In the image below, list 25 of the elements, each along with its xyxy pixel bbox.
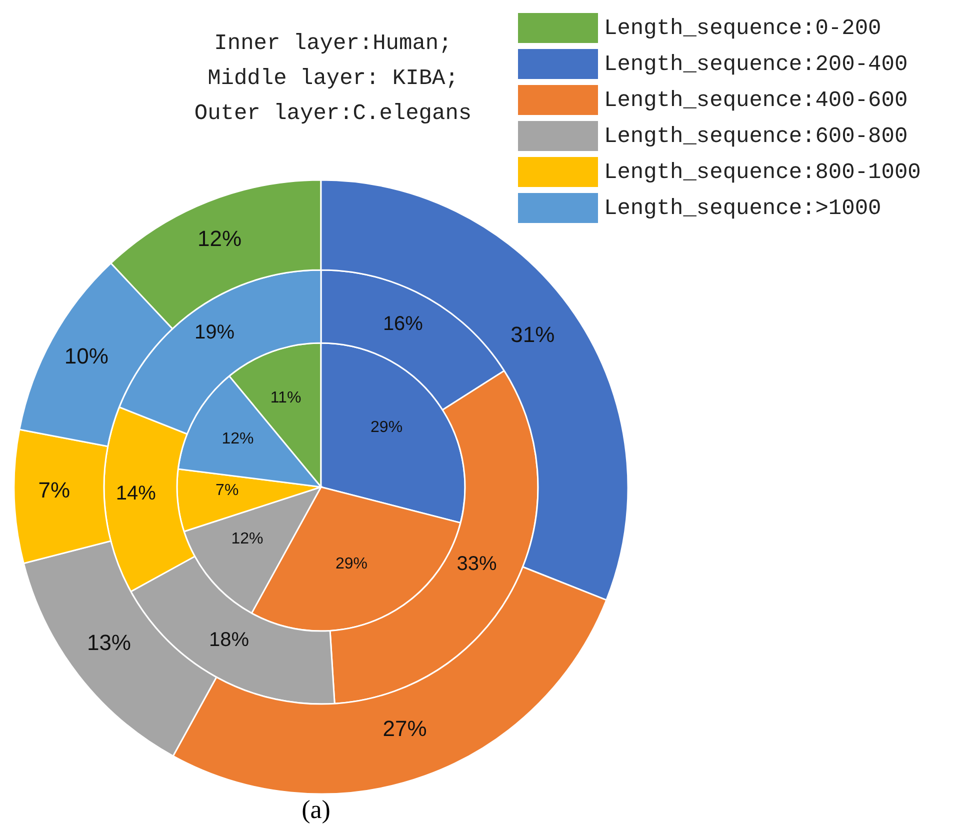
data-label: 33% [456,552,498,575]
data-label: 13% [86,630,132,656]
text: (a) [300,795,332,824]
data-label: 11% [270,390,302,406]
data-label: 7% [38,478,70,503]
data-label: 12% [222,430,254,448]
data-label: 14% [116,482,156,504]
data-label: 27% [382,716,427,742]
data-label: 29% [335,555,368,572]
data-label: 12% [198,226,242,251]
legend-label: Length_sequence:>1000 [604,196,882,220]
legend-label: Length_sequence:600-800 [604,124,908,148]
data-label: 12% [231,530,264,548]
legend-label: Length_sequence:400-600 [604,88,908,112]
data-label: 29% [370,418,403,436]
text: Inner layer:Human; Middle layer: KIBA; Outer layer:C.elegans [193,30,473,128]
data-label: 31% [510,322,555,348]
data-label: 10% [64,343,108,368]
data-label: 16% [382,312,424,335]
legend-label: Length_sequence:0-200 [604,16,882,40]
legend-label: Length_sequence:200-400 [604,52,908,76]
data-label: 19% [194,322,235,344]
data-label: 18% [209,629,250,652]
legend-label: Length_sequence:800-1000 [604,160,921,184]
data-label: 7% [216,482,239,499]
